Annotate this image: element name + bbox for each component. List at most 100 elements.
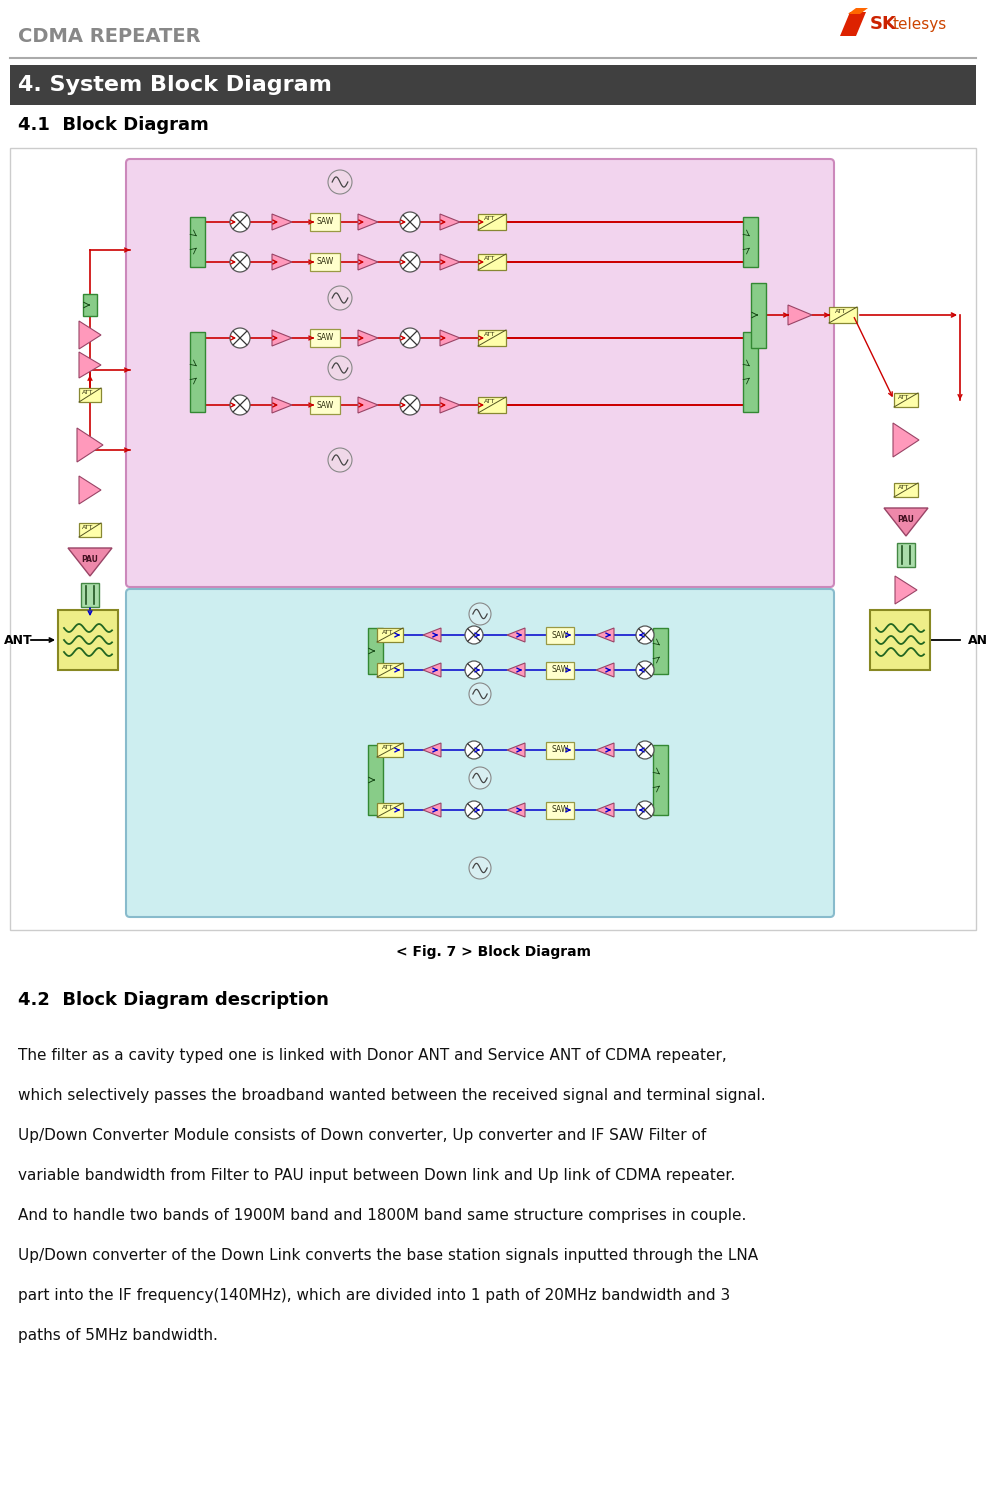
Circle shape [465, 741, 483, 758]
FancyBboxPatch shape [653, 627, 668, 673]
FancyBboxPatch shape [126, 159, 834, 587]
Polygon shape [272, 253, 292, 270]
Text: 4.1  Block Diagram: 4.1 Block Diagram [18, 116, 209, 134]
Polygon shape [79, 475, 101, 504]
Polygon shape [848, 7, 868, 13]
Circle shape [400, 328, 420, 349]
Text: SAW: SAW [551, 806, 569, 815]
Text: PAU: PAU [82, 556, 99, 565]
Polygon shape [358, 396, 378, 413]
Circle shape [636, 626, 654, 644]
Polygon shape [423, 803, 441, 817]
Polygon shape [840, 12, 866, 36]
Circle shape [469, 682, 491, 705]
Polygon shape [440, 253, 460, 270]
Text: ATT: ATT [484, 332, 496, 337]
FancyBboxPatch shape [478, 253, 506, 270]
FancyBboxPatch shape [368, 627, 383, 673]
FancyBboxPatch shape [58, 609, 118, 670]
Polygon shape [893, 423, 919, 457]
Text: Up/Down converter of the Down Link converts the base station signals inputted th: Up/Down converter of the Down Link conve… [18, 1249, 758, 1264]
Circle shape [230, 252, 250, 273]
Polygon shape [596, 803, 614, 817]
FancyBboxPatch shape [742, 218, 757, 267]
FancyBboxPatch shape [310, 396, 340, 414]
FancyBboxPatch shape [742, 332, 757, 413]
Text: And to handle two bands of 1900M band and 1800M band same structure comprises in: And to handle two bands of 1900M band an… [18, 1208, 746, 1223]
Text: Up/Down Converter Module consists of Down converter, Up converter and IF SAW Fil: Up/Down Converter Module consists of Dow… [18, 1128, 706, 1143]
Polygon shape [68, 548, 112, 577]
Text: telesys: telesys [893, 16, 948, 31]
Text: The filter as a cavity typed one is linked with Donor ANT and Service ANT of CDM: The filter as a cavity typed one is link… [18, 1047, 727, 1062]
FancyBboxPatch shape [126, 589, 834, 916]
Polygon shape [440, 329, 460, 346]
FancyBboxPatch shape [546, 662, 574, 678]
Text: ATT: ATT [383, 665, 393, 670]
FancyBboxPatch shape [377, 663, 403, 676]
Text: ATT: ATT [383, 745, 393, 749]
Text: ANT: ANT [4, 633, 33, 647]
FancyBboxPatch shape [377, 803, 403, 817]
Polygon shape [358, 253, 378, 270]
FancyBboxPatch shape [546, 626, 574, 644]
FancyBboxPatch shape [10, 148, 976, 930]
FancyBboxPatch shape [189, 332, 204, 413]
Polygon shape [507, 627, 525, 642]
Polygon shape [507, 663, 525, 676]
Text: SAW: SAW [551, 630, 569, 639]
Polygon shape [358, 215, 378, 229]
Text: SK: SK [870, 15, 897, 33]
Circle shape [328, 356, 352, 380]
Polygon shape [423, 663, 441, 676]
Text: ATT: ATT [835, 308, 847, 314]
Text: which selectively passes the broadband wanted between the received signal and te: which selectively passes the broadband w… [18, 1088, 765, 1103]
Polygon shape [79, 352, 101, 378]
Polygon shape [440, 215, 460, 229]
FancyBboxPatch shape [478, 215, 506, 229]
Circle shape [400, 395, 420, 416]
Polygon shape [79, 320, 101, 349]
Polygon shape [596, 663, 614, 676]
Text: CDMA REPEATER: CDMA REPEATER [18, 27, 200, 46]
Text: ATT: ATT [898, 395, 910, 399]
Text: SAW: SAW [317, 218, 333, 226]
FancyBboxPatch shape [478, 396, 506, 413]
FancyBboxPatch shape [546, 742, 574, 758]
FancyBboxPatch shape [310, 213, 340, 231]
Text: variable bandwidth from Filter to PAU input between Down link and Up link of CDM: variable bandwidth from Filter to PAU in… [18, 1168, 736, 1183]
Text: PAU: PAU [897, 516, 914, 524]
FancyBboxPatch shape [79, 387, 101, 402]
Text: ATT: ATT [484, 256, 496, 261]
Circle shape [400, 212, 420, 232]
Polygon shape [596, 627, 614, 642]
Text: paths of 5MHz bandwidth.: paths of 5MHz bandwidth. [18, 1328, 218, 1342]
Polygon shape [77, 428, 103, 462]
FancyBboxPatch shape [79, 523, 101, 536]
FancyBboxPatch shape [750, 283, 765, 347]
FancyBboxPatch shape [81, 583, 99, 606]
Circle shape [230, 395, 250, 416]
Text: ATT: ATT [383, 630, 393, 635]
Polygon shape [788, 305, 812, 325]
Text: ATT: ATT [82, 524, 94, 530]
Circle shape [400, 252, 420, 273]
FancyBboxPatch shape [310, 253, 340, 271]
Circle shape [328, 448, 352, 472]
Text: SAW: SAW [551, 666, 569, 675]
Circle shape [465, 662, 483, 679]
FancyBboxPatch shape [189, 218, 204, 267]
Text: 4. System Block Diagram: 4. System Block Diagram [18, 74, 332, 95]
Text: ATT: ATT [484, 216, 496, 221]
Polygon shape [272, 396, 292, 413]
FancyBboxPatch shape [897, 542, 915, 568]
Circle shape [636, 662, 654, 679]
Polygon shape [884, 508, 928, 536]
Text: SAW: SAW [317, 258, 333, 267]
Text: 4.2  Block Diagram description: 4.2 Block Diagram description [18, 991, 329, 1009]
Circle shape [469, 857, 491, 879]
Text: < Fig. 7 > Block Diagram: < Fig. 7 > Block Diagram [395, 945, 591, 960]
Polygon shape [358, 329, 378, 346]
Circle shape [636, 741, 654, 758]
FancyBboxPatch shape [310, 329, 340, 347]
Polygon shape [272, 215, 292, 229]
